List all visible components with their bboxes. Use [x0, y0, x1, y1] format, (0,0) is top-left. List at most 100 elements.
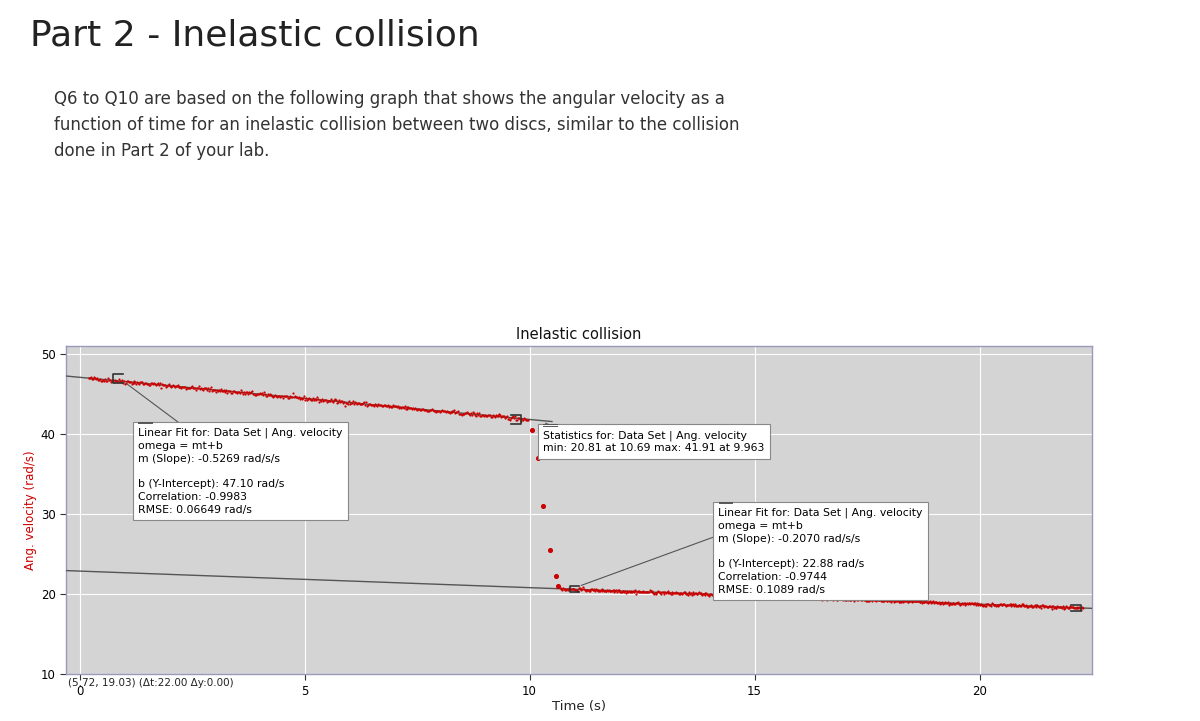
Point: [658, 586, 677, 598]
Point: [576, 585, 595, 596]
Point: [978, 598, 997, 610]
Point: [821, 592, 840, 603]
Point: [1066, 602, 1085, 614]
Point: [323, 395, 342, 407]
Point: [192, 383, 211, 394]
Point: [889, 596, 908, 607]
Point: [577, 584, 596, 596]
Point: [626, 588, 646, 599]
Point: [424, 404, 443, 415]
Point: [886, 595, 905, 606]
Point: [221, 385, 240, 397]
Point: [761, 590, 780, 602]
Point: [912, 596, 931, 607]
Point: [890, 596, 910, 608]
Point: [776, 591, 796, 603]
Point: [797, 590, 816, 601]
Point: [702, 588, 721, 600]
Point: [650, 586, 670, 598]
Point: [1002, 599, 1021, 611]
Point: [744, 590, 763, 602]
Point: [594, 585, 613, 597]
Point: [667, 588, 686, 599]
Point: [628, 586, 647, 598]
Point: [155, 380, 174, 392]
Point: [1038, 601, 1057, 613]
Point: [580, 585, 599, 597]
Point: [234, 386, 253, 398]
Point: [170, 381, 190, 393]
Point: [898, 593, 917, 605]
Point: [248, 388, 268, 399]
Point: [768, 590, 787, 602]
Point: [288, 392, 307, 404]
Point: [280, 392, 299, 404]
Point: [1042, 601, 1061, 613]
Point: [300, 393, 319, 404]
Point: [238, 386, 257, 397]
Point: [373, 401, 392, 412]
Point: [370, 399, 389, 411]
Point: [826, 593, 845, 604]
Point: [674, 586, 694, 598]
Point: [132, 376, 151, 388]
Point: [572, 583, 592, 595]
Point: [662, 586, 682, 598]
Point: [128, 377, 148, 389]
Point: [510, 412, 529, 424]
Point: [942, 598, 961, 610]
Point: [563, 583, 582, 595]
Point: [317, 394, 336, 405]
Point: [748, 590, 767, 601]
Point: [414, 404, 433, 415]
Point: [914, 597, 934, 609]
Point: [493, 410, 512, 422]
Point: [790, 593, 809, 604]
Point: [488, 410, 508, 421]
Point: [186, 384, 205, 396]
Point: [623, 586, 642, 598]
Point: [80, 373, 100, 384]
Point: [919, 596, 938, 608]
Point: [139, 379, 158, 391]
Point: [704, 589, 724, 601]
Point: [1018, 601, 1037, 612]
Point: [1054, 601, 1073, 612]
Point: [804, 591, 823, 603]
Point: [611, 587, 630, 598]
Point: [192, 383, 211, 394]
Point: [1008, 600, 1027, 611]
Point: [181, 381, 200, 393]
Point: [979, 600, 998, 611]
Point: [294, 390, 313, 402]
Point: [112, 375, 131, 386]
Point: [340, 398, 359, 410]
Point: [496, 412, 515, 424]
Point: [154, 379, 173, 391]
Point: [140, 379, 160, 391]
Point: [756, 592, 775, 603]
Point: [982, 600, 1001, 611]
Point: [624, 587, 643, 598]
Point: [956, 597, 976, 609]
Point: [398, 401, 418, 412]
Point: [430, 406, 449, 417]
Point: [510, 413, 529, 425]
Point: [802, 590, 821, 602]
Point: [191, 383, 210, 394]
Point: [298, 394, 317, 405]
Point: [1063, 602, 1082, 614]
Point: [593, 585, 612, 597]
Point: [439, 406, 458, 417]
Point: [346, 397, 365, 409]
Point: [785, 593, 804, 604]
Point: [760, 589, 779, 601]
Point: [788, 593, 808, 604]
Point: [888, 594, 907, 606]
Point: [299, 392, 318, 403]
Point: [763, 590, 782, 602]
Point: [714, 589, 733, 601]
Point: [1068, 602, 1087, 614]
Point: [805, 593, 824, 604]
Point: [1033, 600, 1052, 611]
